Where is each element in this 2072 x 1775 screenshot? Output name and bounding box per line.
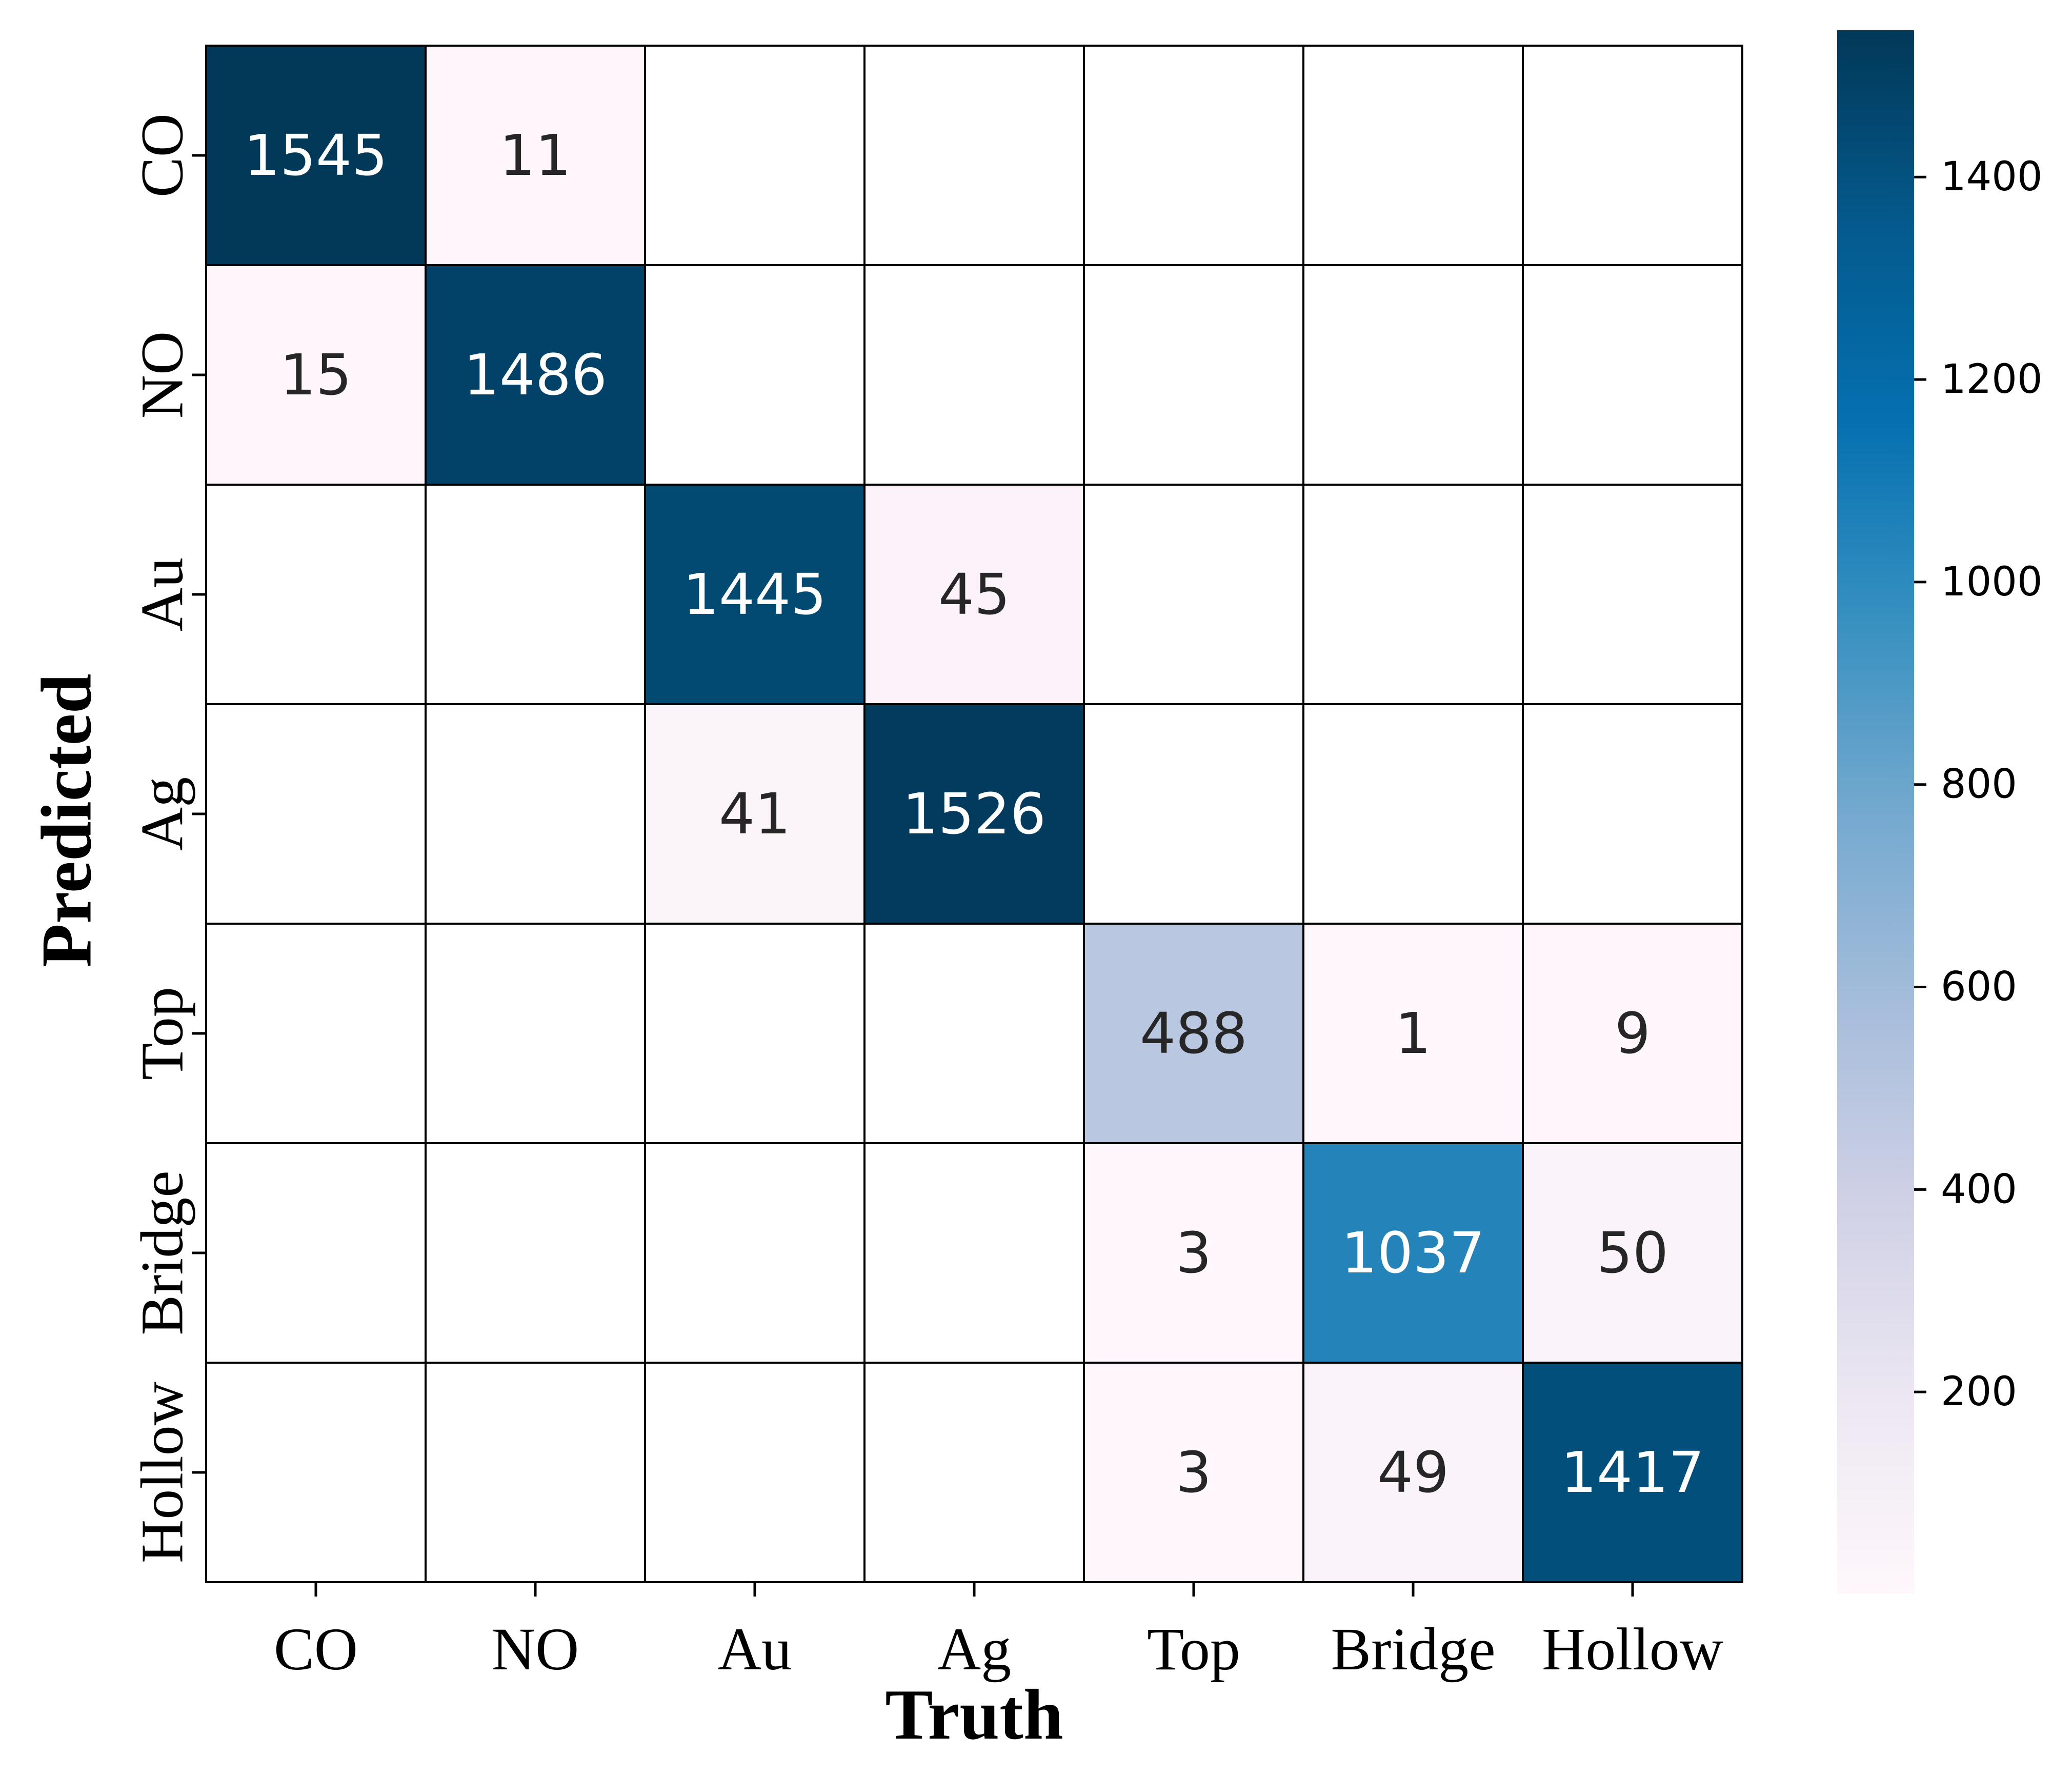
cell-value-label: 49 xyxy=(1377,1440,1449,1505)
cell-value-label: 3 xyxy=(1176,1440,1212,1505)
heatmap-cell xyxy=(1302,264,1524,486)
y-tick-label: Top xyxy=(129,987,196,1080)
y-tick-label: NO xyxy=(129,331,196,418)
heatmap-cell xyxy=(863,45,1085,266)
heatmap-cell xyxy=(425,45,646,266)
heatmap-cell xyxy=(1522,923,1743,1144)
heatmap-cell xyxy=(205,1142,427,1364)
heatmap-cell xyxy=(425,923,646,1144)
x-tick-label: NO xyxy=(492,1616,579,1683)
cell-value-label: 45 xyxy=(938,562,1010,627)
heatmap-cell xyxy=(1083,484,1304,705)
colorbar-tick-label: 1200 xyxy=(1941,356,2043,403)
heatmap-cell xyxy=(644,1362,866,1583)
cell-value-label: 1486 xyxy=(464,342,607,408)
heatmap-cell xyxy=(1522,264,1743,486)
heatmap-cell xyxy=(1522,1142,1743,1364)
cell-value-label: 1417 xyxy=(1561,1440,1704,1505)
heatmap-cell xyxy=(1522,1362,1743,1583)
heatmap-cell xyxy=(1302,484,1524,705)
heatmap-cell xyxy=(205,1362,427,1583)
heatmap-cell xyxy=(1083,1362,1304,1583)
heatmap-cell xyxy=(425,1142,646,1364)
heatmap-cell xyxy=(1083,1142,1304,1364)
colorbar-tick-label: 1000 xyxy=(1941,559,2043,605)
colorbar-scale xyxy=(1837,30,1914,1593)
colorbar: 200 400 600 800 1000 1200 1400 xyxy=(1837,30,2043,1593)
cell-value-labels: 1545 11 15 1486 1445 45 41 1526 488 1 9 3 1037 50 3 49 1… xyxy=(244,123,1704,1505)
heatmap-cell xyxy=(1083,45,1304,266)
heatmap-cell xyxy=(863,1142,1085,1364)
cell-value-label: 50 xyxy=(1597,1220,1668,1286)
heatmap-cells xyxy=(205,45,1743,1583)
colorbar-tick-label: 1400 xyxy=(1941,154,2043,200)
heatmap-cell xyxy=(644,1142,866,1364)
cell-value-label: 9 xyxy=(1615,1001,1651,1066)
colorbar-tick-label: 200 xyxy=(1941,1369,2017,1415)
heatmap-cell xyxy=(205,484,427,705)
heatmap-cell xyxy=(1522,45,1743,266)
heatmap-cell xyxy=(1302,1362,1524,1583)
heatmap-cell xyxy=(644,484,866,705)
heatmap-cell xyxy=(1083,703,1304,925)
x-tick-label: Ag xyxy=(937,1616,1011,1683)
heatmap-cell xyxy=(1522,703,1743,925)
heatmap-cell xyxy=(205,923,427,1144)
colorbar-tick-label: 400 xyxy=(1941,1166,2017,1212)
cell-value-label: 41 xyxy=(719,781,791,847)
heatmap-cell xyxy=(1083,264,1304,486)
x-axis-ticks: CO NO Au Ag Top Bridge Hollow xyxy=(274,1582,1723,1683)
heatmap-cell xyxy=(863,484,1085,705)
cell-value-label: 11 xyxy=(499,123,571,188)
heatmap-cell xyxy=(1302,703,1524,925)
y-tick-label: Au xyxy=(129,557,196,631)
cell-value-label: 488 xyxy=(1140,1001,1248,1066)
heatmap-cell xyxy=(205,703,427,925)
y-tick-label: Ag xyxy=(129,777,196,851)
x-tick-label: Top xyxy=(1147,1616,1240,1683)
heatmap-cell xyxy=(205,264,427,486)
cell-value-label: 1 xyxy=(1395,1001,1431,1066)
heatmap-cell xyxy=(863,264,1085,486)
y-tick-label: Hollow xyxy=(129,1382,196,1563)
heatmap-cell xyxy=(425,1362,646,1583)
heatmap-cell xyxy=(644,264,866,486)
x-axis-title: Truth xyxy=(885,1675,1063,1754)
cell-value-label: 1037 xyxy=(1341,1220,1485,1286)
cell-value-label: 1445 xyxy=(683,562,827,627)
colorbar-tick-label: 800 xyxy=(1941,762,2017,808)
y-tick-label: CO xyxy=(129,113,196,197)
heatmap-cell xyxy=(1302,45,1524,266)
cell-value-label: 1545 xyxy=(244,123,388,188)
heatmap-cell xyxy=(863,703,1085,925)
x-tick-label: Bridge xyxy=(1331,1616,1495,1683)
x-tick-label: CO xyxy=(274,1616,358,1683)
x-tick-label: Au xyxy=(718,1616,792,1683)
heatmap-cell xyxy=(863,923,1085,1144)
heatmap-cell xyxy=(644,923,866,1144)
y-tick-label: Bridge xyxy=(129,1170,196,1335)
heatmap-cell xyxy=(425,703,646,925)
x-tick-label: Hollow xyxy=(1542,1616,1723,1683)
heatmap-cell xyxy=(863,1362,1085,1583)
heatmap-cell xyxy=(205,45,427,266)
y-axis-title: Predicted xyxy=(27,674,107,968)
heatmap-cell xyxy=(1522,484,1743,705)
cell-value-label: 15 xyxy=(280,342,352,408)
heatmap-cell xyxy=(425,484,646,705)
colorbar-tick-label: 600 xyxy=(1941,964,2017,1010)
y-axis-ticks: CO NO Au Ag Top Bridge Hollow xyxy=(129,113,206,1563)
cell-value-label: 3 xyxy=(1176,1220,1212,1286)
cell-value-label: 1526 xyxy=(902,781,1046,847)
heatmap-cell xyxy=(644,45,866,266)
